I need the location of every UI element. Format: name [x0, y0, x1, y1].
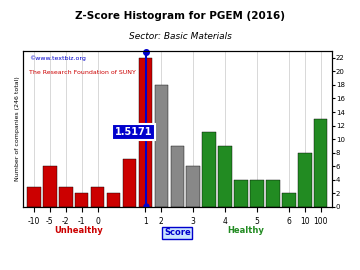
Bar	[139, 58, 152, 207]
Text: Healthy: Healthy	[227, 226, 264, 235]
Bar	[314, 119, 328, 207]
Bar	[218, 146, 232, 207]
Bar	[91, 187, 104, 207]
Text: The Research Foundation of SUNY: The Research Foundation of SUNY	[29, 70, 136, 75]
Bar	[75, 193, 89, 207]
Bar	[154, 85, 168, 207]
Bar	[43, 166, 57, 207]
Bar	[107, 193, 120, 207]
X-axis label: Score: Score	[164, 228, 191, 237]
Bar	[123, 160, 136, 207]
Text: Unhealthy: Unhealthy	[54, 226, 103, 235]
Bar	[250, 180, 264, 207]
Text: Z-Score Histogram for PGEM (2016): Z-Score Histogram for PGEM (2016)	[75, 11, 285, 21]
Bar	[59, 187, 73, 207]
Bar	[282, 193, 296, 207]
Bar	[171, 146, 184, 207]
Bar	[27, 187, 41, 207]
Bar	[266, 180, 280, 207]
Y-axis label: Number of companies (246 total): Number of companies (246 total)	[15, 77, 20, 181]
Text: 1.5171: 1.5171	[114, 127, 152, 137]
Bar	[186, 166, 200, 207]
Text: Sector: Basic Materials: Sector: Basic Materials	[129, 32, 231, 41]
Bar	[234, 180, 248, 207]
Bar	[298, 153, 311, 207]
Text: ©www.textbiz.org: ©www.textbiz.org	[29, 56, 86, 61]
Bar	[202, 132, 216, 207]
